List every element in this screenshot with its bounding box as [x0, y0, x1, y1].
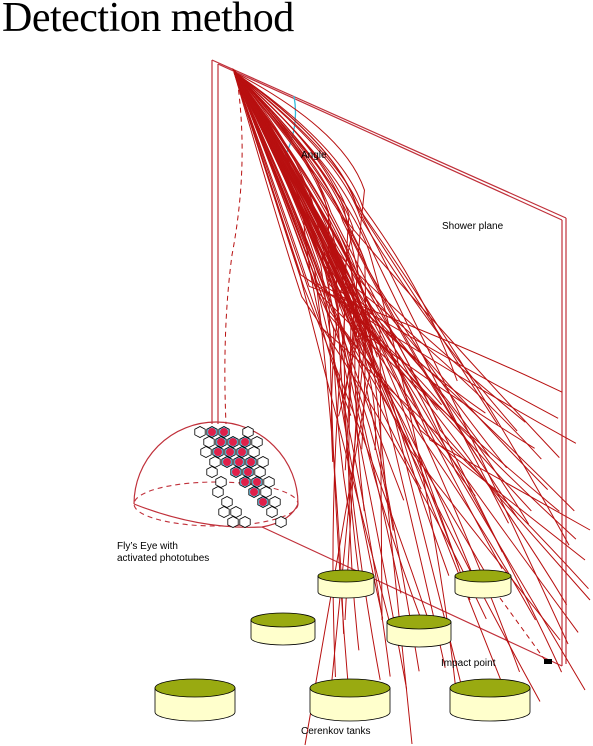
phototube — [254, 466, 266, 478]
projection-lines — [224, 71, 546, 661]
phototube — [200, 446, 212, 458]
shower-track — [233, 71, 377, 451]
phototube — [218, 506, 230, 518]
shower-track — [233, 71, 383, 621]
impact-point-label: Impact point — [441, 658, 496, 669]
phototube-signal — [220, 428, 228, 436]
phototube — [263, 476, 275, 488]
phototube-signal — [214, 448, 222, 456]
phototube-signal — [232, 468, 240, 476]
shower-track — [233, 71, 591, 601]
phototube — [215, 476, 227, 488]
cerenkov-tanks-label: Cerenkov tanks — [301, 726, 371, 737]
shower-track — [233, 71, 367, 450]
phototube-signal — [229, 438, 237, 446]
phototube-signal — [223, 458, 231, 466]
shower-track — [233, 71, 591, 531]
phototube — [227, 516, 239, 528]
phototube-signal — [244, 468, 252, 476]
shower-track — [233, 71, 351, 517]
shower-track — [233, 71, 518, 432]
phototube — [260, 486, 272, 498]
angle-label: Angle — [301, 150, 327, 161]
phototube — [275, 516, 287, 528]
flys-eye-label-line1: Fly’s Eye with — [117, 541, 178, 552]
shower-track — [233, 71, 577, 540]
phototube — [266, 506, 278, 518]
cerenkov-tank — [250, 612, 316, 646]
shower-plane — [211, 59, 567, 667]
cerenkov-tank — [154, 678, 236, 722]
flys-eye-label-line2: activated phototubes — [117, 553, 210, 564]
phototube-signal — [250, 488, 258, 496]
cerenkov-tank — [317, 569, 375, 599]
phototube — [212, 486, 224, 498]
page-title: Detection method — [2, 0, 294, 41]
phototube — [242, 426, 254, 438]
cerenkov-tank — [449, 678, 531, 722]
shower-track — [233, 71, 471, 601]
shower-track — [233, 71, 575, 512]
cerenkov-tank — [309, 678, 391, 722]
flys-eye-dome — [133, 421, 299, 528]
phototube-signal — [208, 428, 216, 436]
phototube-signal — [235, 458, 243, 466]
phototube-signal — [226, 448, 234, 456]
shower-track — [233, 71, 589, 590]
phototube-signal — [217, 438, 225, 446]
cerenkov-tank — [454, 569, 512, 599]
shower-track — [233, 71, 487, 620]
shower-track — [233, 71, 373, 746]
shower-track — [233, 71, 482, 464]
shower-track — [233, 71, 570, 546]
phototube-signal — [238, 448, 246, 456]
shower-track — [233, 71, 394, 531]
phototube — [257, 456, 269, 468]
phototube-signal — [241, 438, 249, 446]
shower-track — [233, 71, 345, 634]
shower-track — [233, 71, 458, 696]
shower-track — [233, 71, 586, 691]
cerenkov-tank-array — [154, 569, 531, 722]
phototube — [248, 446, 260, 458]
shower-track — [233, 71, 366, 701]
shower-track — [233, 71, 559, 419]
shower-track — [233, 71, 499, 425]
shower-track — [233, 71, 560, 512]
shower-track — [233, 71, 586, 561]
phototube-array — [194, 426, 287, 528]
shower-track — [233, 71, 361, 621]
phototube-signal — [241, 478, 249, 486]
cerenkov-tank — [386, 614, 452, 648]
shower-track — [233, 71, 561, 641]
phototube — [203, 436, 215, 448]
shower-track — [233, 71, 503, 570]
phototube-signal — [253, 478, 261, 486]
phototube — [221, 496, 233, 508]
shower-track — [233, 71, 563, 393]
air-shower-tracks — [232, 68, 591, 746]
phototube — [194, 426, 206, 438]
phototube-signal — [247, 458, 255, 466]
phototube-signal — [259, 498, 267, 506]
shower-plane-label: Shower plane — [442, 221, 504, 232]
phototube — [251, 436, 263, 448]
phototube — [230, 506, 242, 518]
shower-track — [233, 71, 503, 553]
impact-marker — [544, 659, 552, 664]
shower-track — [233, 71, 536, 621]
phototube — [239, 516, 251, 528]
shower-track — [233, 71, 446, 668]
phototube — [209, 456, 221, 468]
phototube — [269, 496, 281, 508]
shower-track — [233, 71, 437, 642]
phototube — [206, 466, 218, 478]
